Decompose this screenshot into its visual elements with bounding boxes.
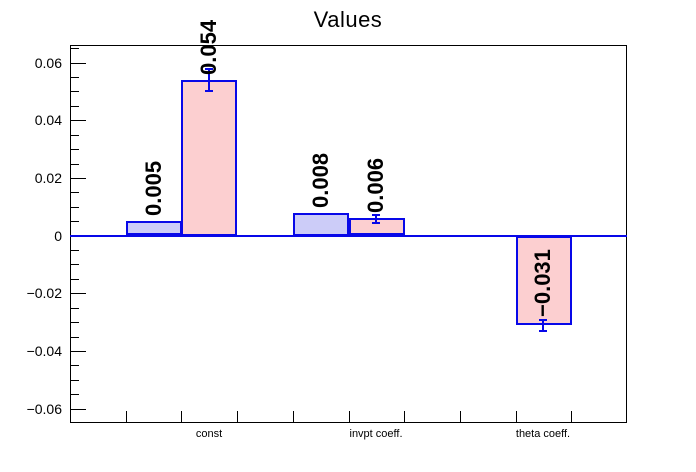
bar-pink-bars xyxy=(181,80,237,236)
zero-line xyxy=(70,235,627,237)
y-axis-tick-label: 0.04 xyxy=(34,112,62,128)
y-axis-tick-label: 0 xyxy=(54,228,62,244)
y-minor-tick xyxy=(71,192,79,193)
y-axis-tick-label: −0.04 xyxy=(26,343,62,359)
y-axis-tick-label: −0.02 xyxy=(26,285,62,301)
y-axis-tick-label: 0.02 xyxy=(34,170,62,186)
error-bar-cap-top xyxy=(205,68,213,70)
y-minor-tick xyxy=(71,164,79,165)
y-minor-tick xyxy=(71,135,79,136)
y-minor-tick xyxy=(71,106,79,107)
x-tick xyxy=(571,411,572,423)
x-tick xyxy=(293,411,294,423)
x-tick xyxy=(126,411,127,423)
y-minor-tick xyxy=(71,221,79,222)
x-tick xyxy=(181,411,182,423)
y-minor-tick xyxy=(71,322,79,323)
y-minor-tick xyxy=(71,365,79,366)
bar-pink-bars xyxy=(349,218,405,235)
y-major-tick xyxy=(71,63,86,64)
x-tick xyxy=(349,411,350,423)
y-minor-tick xyxy=(71,207,79,208)
x-category-label: theta coeff. xyxy=(515,428,571,440)
y-minor-tick xyxy=(71,48,79,49)
error-bar-cap-top xyxy=(372,214,380,216)
bar-value-label: 0.008 xyxy=(308,152,333,208)
y-major-tick xyxy=(71,409,86,410)
x-tick xyxy=(516,411,517,423)
bar-pink-bars xyxy=(516,236,572,325)
y-minor-tick xyxy=(71,394,79,395)
chart-title: Values xyxy=(313,7,383,32)
bar-blue-bars xyxy=(293,213,349,236)
y-major-tick xyxy=(71,120,86,121)
bar-value-label: 0.006 xyxy=(363,157,388,213)
y-minor-tick xyxy=(71,337,79,338)
x-tick xyxy=(237,411,238,423)
y-minor-tick xyxy=(71,149,79,150)
bar-blue-bars xyxy=(126,221,182,235)
y-minor-tick xyxy=(71,250,79,251)
error-bar-line xyxy=(542,319,544,331)
x-tick xyxy=(460,411,461,423)
error-bar-cap-top xyxy=(539,319,547,321)
y-minor-tick xyxy=(71,264,79,265)
error-bar-line xyxy=(208,68,210,91)
bar-value-label: −0.031 xyxy=(530,249,555,317)
y-minor-tick xyxy=(71,279,79,280)
y-minor-tick xyxy=(71,380,79,381)
x-category-label: const xyxy=(195,428,223,440)
x-tick xyxy=(404,411,405,423)
plot-frame xyxy=(70,45,627,423)
error-bar-cap-bottom xyxy=(372,222,380,224)
y-major-tick xyxy=(71,293,86,294)
y-axis-tick-label: 0.06 xyxy=(34,55,62,71)
bar-value-label: 0.054 xyxy=(196,19,221,75)
y-minor-tick xyxy=(71,308,79,309)
error-bar-cap-bottom xyxy=(539,330,547,332)
bar-value-label: 0.005 xyxy=(141,160,166,216)
error-bar-line xyxy=(375,214,377,223)
x-category-label: invpt coeff. xyxy=(349,428,403,440)
y-axis-tick-label: −0.06 xyxy=(26,401,62,417)
y-minor-tick xyxy=(71,77,79,78)
y-minor-tick xyxy=(71,91,79,92)
error-bar-cap-bottom xyxy=(205,90,213,92)
y-major-tick xyxy=(71,178,86,179)
y-major-tick xyxy=(71,351,86,352)
